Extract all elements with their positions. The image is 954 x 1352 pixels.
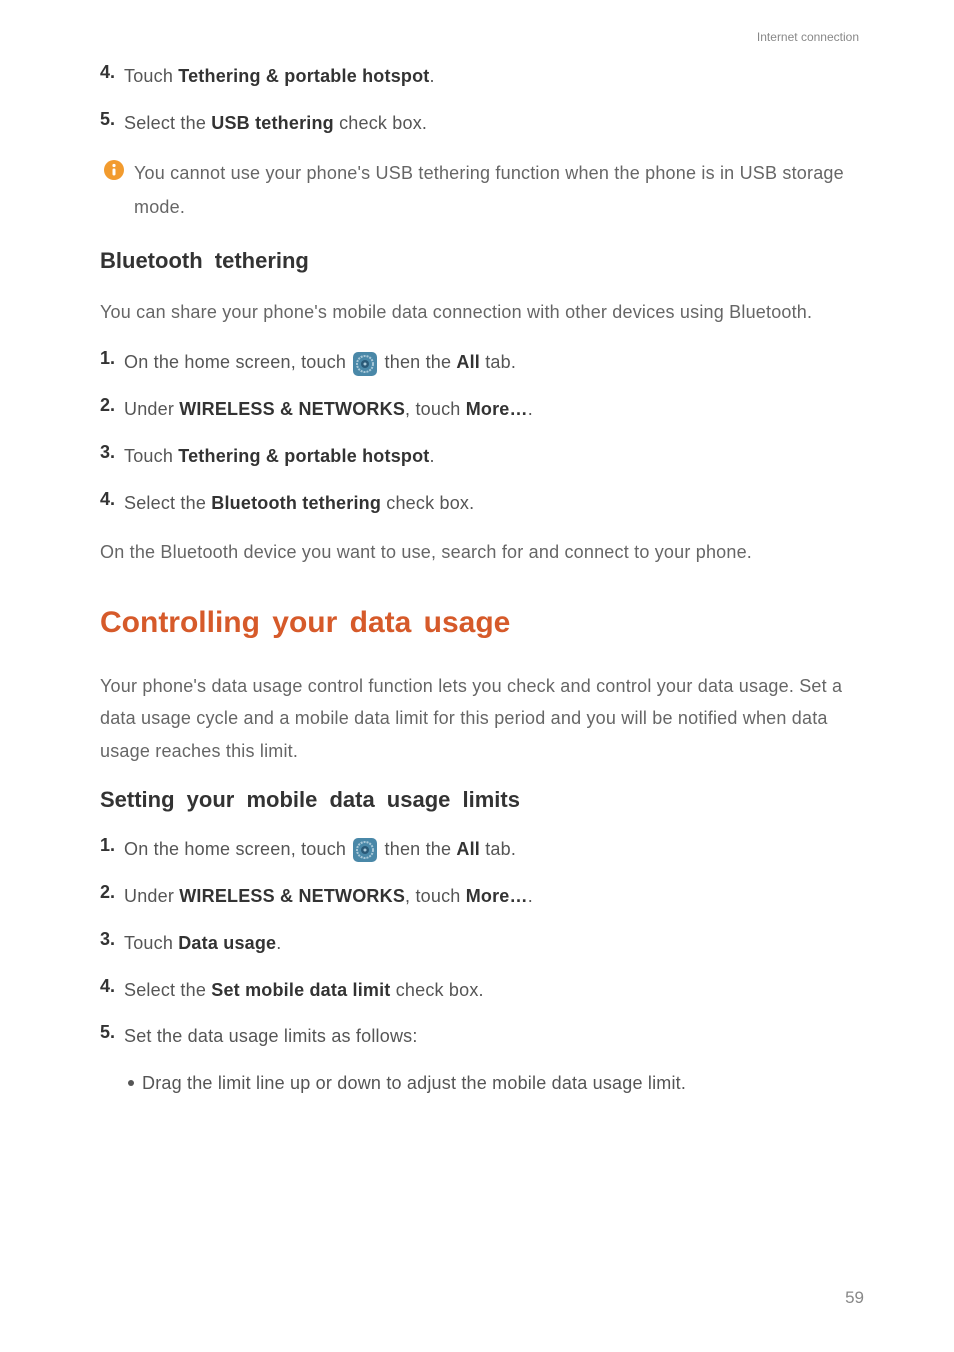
step-item: 5. Select the USB tethering check box. — [100, 109, 864, 138]
step-number: 3. — [100, 929, 124, 950]
step-text: Set the data usage limits as follows: — [124, 1022, 418, 1051]
step-item: 3. Touch Tethering & portable hotspot. — [100, 442, 864, 471]
info-icon — [104, 160, 124, 180]
step-item: 5. Set the data usage limits as follows: — [100, 1022, 864, 1051]
step-item: 2. Under WIRELESS & NETWORKS, touch More… — [100, 395, 864, 424]
step-item: 4. Select the Bluetooth tethering check … — [100, 489, 864, 518]
step-item: 4. Select the Set mobile data limit chec… — [100, 976, 864, 1005]
section-heading-bluetooth: Bluetooth tethering — [100, 248, 864, 274]
settings-icon — [353, 838, 377, 862]
step-item: 2. Under WIRELESS & NETWORKS, touch More… — [100, 882, 864, 911]
step-item: 1. On the home screen, touch then the Al… — [100, 348, 864, 377]
step-item: 3. Touch Data usage. — [100, 929, 864, 958]
step-number: 4. — [100, 489, 124, 510]
step-number: 3. — [100, 442, 124, 463]
page-header: Internet connection — [100, 30, 864, 44]
step-text: Touch Data usage. — [124, 929, 281, 958]
info-text: You cannot use your phone's USB tetherin… — [134, 156, 864, 224]
body-text: Your phone's data usage control function… — [100, 670, 864, 767]
step-number: 4. — [100, 62, 124, 83]
step-number: 1. — [100, 348, 124, 369]
step-text: On the home screen, touch then the All t… — [124, 348, 516, 377]
step-text: Under WIRELESS & NETWORKS, touch More…. — [124, 395, 533, 424]
step-text: Touch Tethering & portable hotspot. — [124, 62, 435, 91]
step-number: 1. — [100, 835, 124, 856]
bullet-icon — [128, 1080, 134, 1086]
step-item: 4. Touch Tethering & portable hotspot. — [100, 62, 864, 91]
step-number: 4. — [100, 976, 124, 997]
step-number: 2. — [100, 882, 124, 903]
step-text: Select the USB tethering check box. — [124, 109, 427, 138]
step-text: On the home screen, touch then the All t… — [124, 835, 516, 864]
step-number: 5. — [100, 1022, 124, 1043]
page-number: 59 — [845, 1288, 864, 1308]
body-text: You can share your phone's mobile data c… — [100, 296, 864, 328]
step-text: Select the Bluetooth tethering check box… — [124, 489, 474, 518]
step-number: 5. — [100, 109, 124, 130]
section-heading-data-usage: Controlling your data usage — [100, 606, 864, 640]
step-text: Select the Set mobile data limit check b… — [124, 976, 484, 1005]
settings-icon — [353, 352, 377, 376]
step-text: Touch Tethering & portable hotspot. — [124, 442, 435, 471]
step-number: 2. — [100, 395, 124, 416]
step-item: 1. On the home screen, touch then the Al… — [100, 835, 864, 864]
body-text: On the Bluetooth device you want to use,… — [100, 536, 864, 568]
info-note: You cannot use your phone's USB tetherin… — [104, 156, 864, 224]
bullet-text: Drag the limit line up or down to adjust… — [142, 1069, 686, 1098]
bullet-item: Drag the limit line up or down to adjust… — [128, 1069, 864, 1098]
step-text: Under WIRELESS & NETWORKS, touch More…. — [124, 882, 533, 911]
subsection-heading-limits: Setting your mobile data usage limits — [100, 787, 864, 813]
